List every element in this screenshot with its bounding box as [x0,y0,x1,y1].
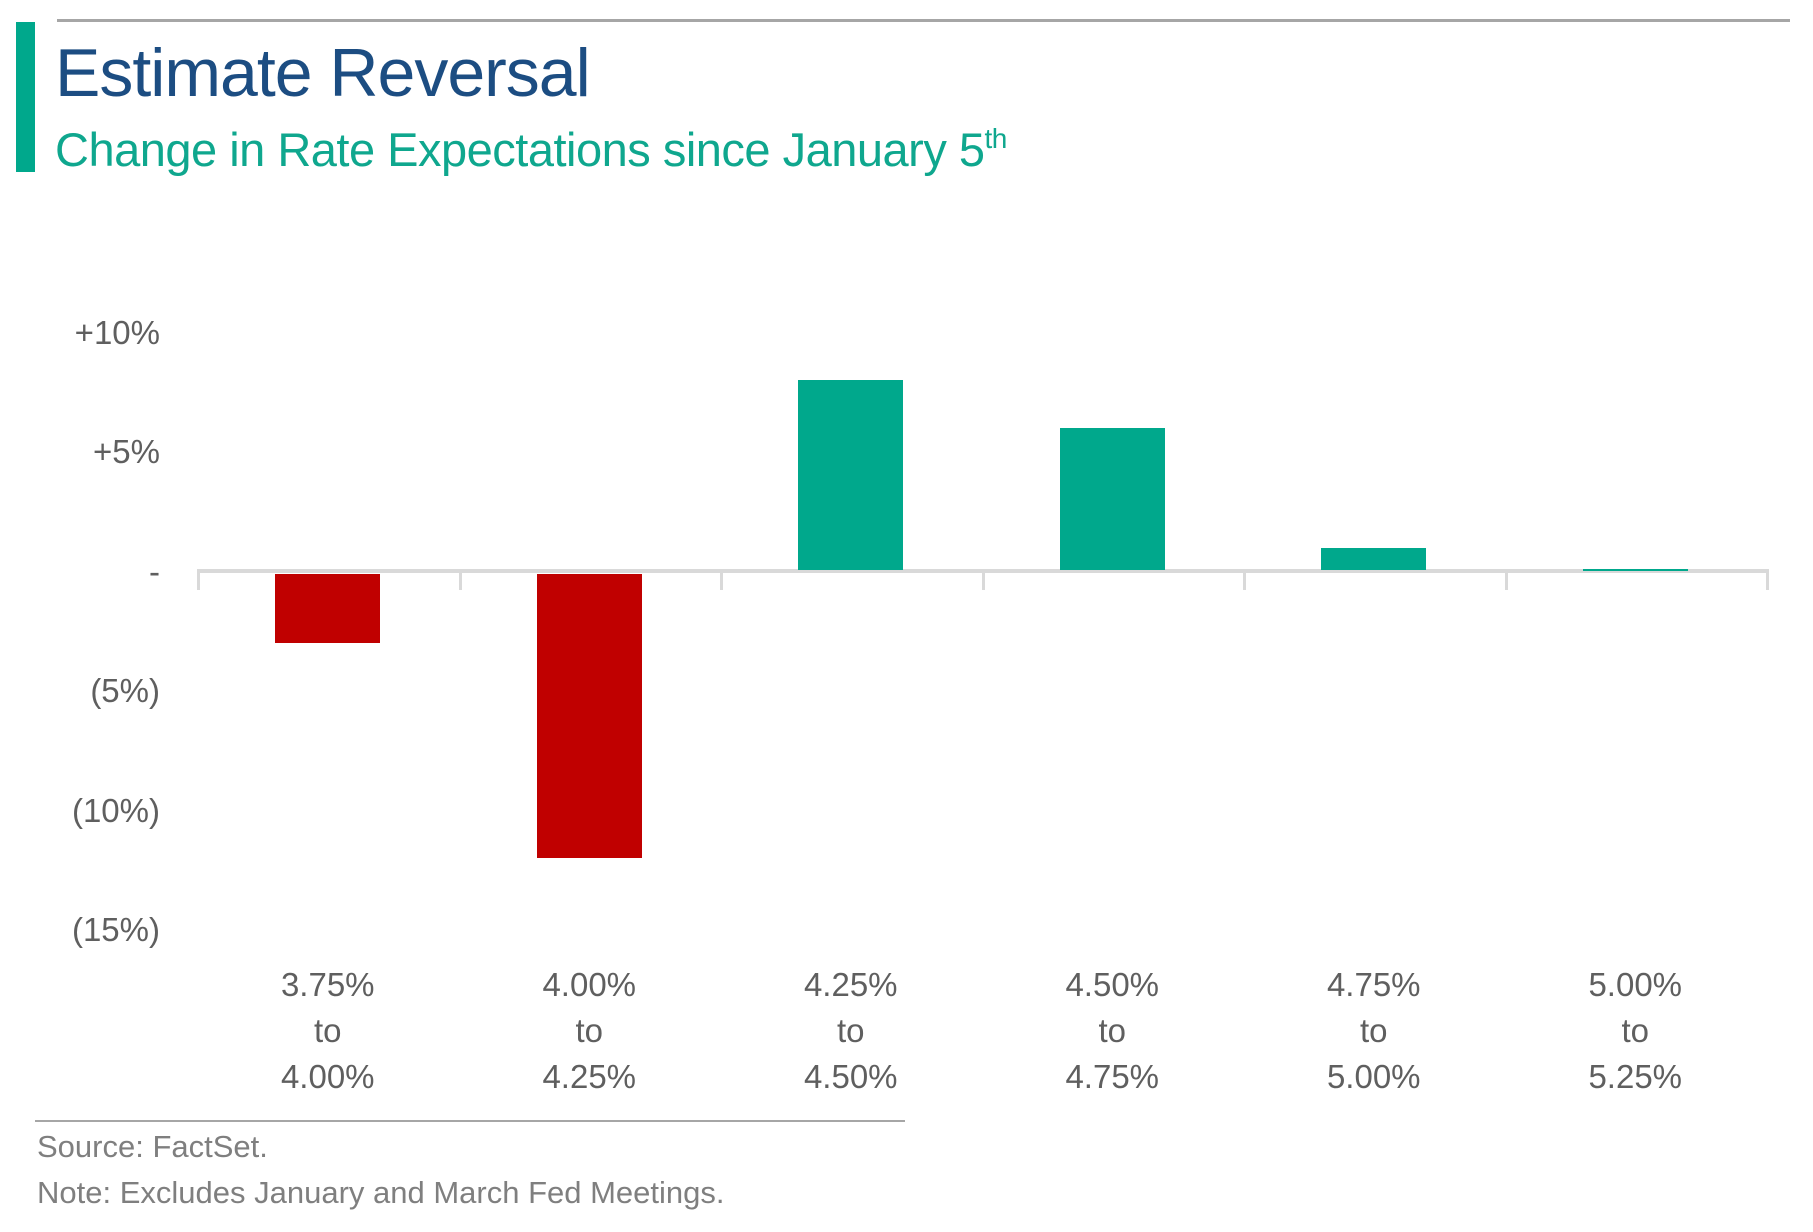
page-subtitle: Change in Rate Expectations since Januar… [55,123,1008,176]
y-axis-tick-label: (10%) [71,791,160,829]
x-axis-category-label: 4.50% to 4.75% [992,962,1232,1100]
y-axis-tick-label: (5%) [90,672,160,709]
x-axis-category-label: 5.00% to 5.25% [1515,962,1755,1100]
x-axis-category-label-line: 5.00% [1326,1058,1421,1095]
footer-divider-line [35,1120,905,1122]
source-note: Source: FactSet. [37,1129,268,1164]
x-axis-category-label-line: to [1359,1012,1388,1049]
bar-negative [536,574,642,859]
x-axis-category-label-line: to [1621,1012,1650,1049]
x-axis-tick [197,569,200,590]
x-axis-category-label-line: 4.00% [542,966,637,1003]
x-axis-category-label-line: 4.75% [1065,1058,1160,1095]
y-axis-tick-label: (15%) [71,911,160,948]
title-accent-bar [16,22,35,172]
x-axis-category-label-line: 4.50% [1065,966,1160,1003]
x-axis-category-label-line: 4.25% [803,966,898,1003]
top-divider-line [57,19,1790,22]
bar-positive [1059,428,1165,570]
bar-positive [1321,547,1427,570]
x-axis-tick [458,569,462,590]
x-axis-tick [1243,569,1246,590]
page-title: Estimate Reversal [55,35,591,111]
page-subtitle-superscript: th [984,123,1008,154]
x-axis-category-label: 4.75% to 5.00% [1254,962,1494,1100]
x-axis-category-label-line: 4.50% [803,1058,898,1095]
x-axis-category-label-line: to [1098,1012,1127,1049]
footnote: Note: Excludes January and March Fed Mee… [37,1175,725,1210]
x-axis-category-label-line: 4.75% [1326,966,1421,1003]
x-axis-tick [1504,569,1508,590]
x-axis-category-label-line: 5.25% [1588,1058,1683,1095]
bar-negative [275,574,381,644]
y-axis-tick-label: - [149,552,160,590]
page-subtitle-text: Change in Rate Expectations since Januar… [55,123,985,176]
x-axis-category-label-line: 4.00% [280,1058,375,1095]
y-axis-tick-label: +10% [74,313,160,351]
x-axis-tick [981,569,985,590]
x-axis-tick [720,569,723,590]
x-axis-category-label: 4.25% to 4.50% [731,962,971,1100]
bar-positive [1582,569,1688,572]
x-axis-category-label: 4.00% to 4.25% [469,962,709,1100]
x-axis-category-label-line: 4.25% [542,1058,637,1095]
x-axis-category-label: 3.75% to 4.00% [208,962,448,1100]
x-axis-tick [1766,569,1769,590]
bar-positive [798,380,904,570]
x-axis-category-label-line: to [575,1012,604,1049]
x-axis-category-label-line: 5.00% [1588,966,1683,1003]
x-axis-category-label-line: 3.75% [280,966,375,1003]
x-axis-category-label-line: to [836,1012,865,1049]
y-axis-tick-label: +5% [93,433,160,470]
x-axis-category-label-line: to [313,1012,342,1049]
